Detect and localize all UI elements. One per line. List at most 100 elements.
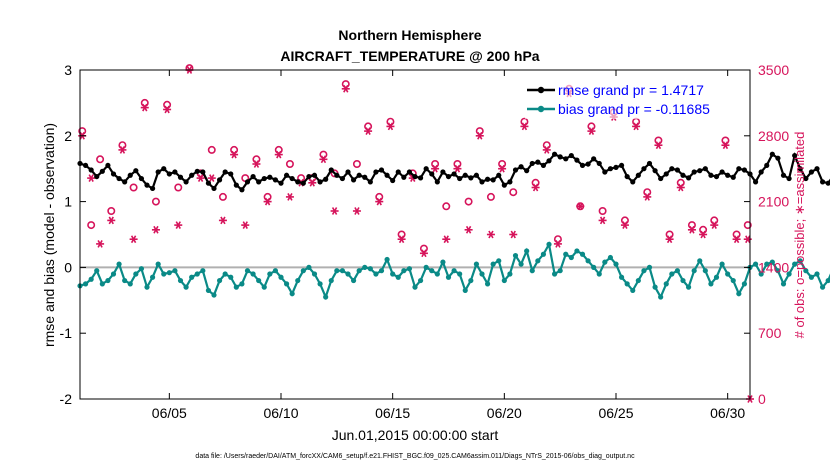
rmse-point xyxy=(133,168,139,174)
rmse-point xyxy=(730,174,736,180)
bias-point xyxy=(244,268,251,274)
bias-point xyxy=(680,277,686,284)
obs-assimilated-point xyxy=(96,240,105,248)
bias-point xyxy=(144,284,150,290)
bias-point xyxy=(496,258,502,264)
rmse-point xyxy=(540,162,547,169)
y-right-tick-label: 2800 xyxy=(758,128,789,144)
bias-point xyxy=(99,281,105,287)
rmse-point xyxy=(373,169,379,175)
y-left-tick-label: 0 xyxy=(64,259,72,275)
rmse-point xyxy=(725,172,731,178)
bias-point xyxy=(613,261,619,267)
obs-possible-point xyxy=(442,202,451,211)
rmse-point xyxy=(602,169,608,175)
rmse-point xyxy=(607,166,614,172)
bias-point xyxy=(94,268,100,274)
bias-point xyxy=(568,254,574,261)
rmse-point xyxy=(819,179,826,185)
rmse-point xyxy=(194,168,200,174)
bias-point xyxy=(356,268,362,274)
obs-assimilated-point xyxy=(620,221,629,229)
bias-point xyxy=(574,248,580,254)
bias-point xyxy=(646,264,653,270)
bias-point xyxy=(546,241,552,247)
rmse-point xyxy=(384,172,390,178)
rmse-point xyxy=(283,172,290,178)
obs-assimilated-point xyxy=(341,84,350,93)
rmse-point xyxy=(713,173,720,180)
y-right-tick-label: 1400 xyxy=(758,259,789,275)
bias-point xyxy=(518,261,524,267)
rmse-point xyxy=(239,187,245,193)
bias-point xyxy=(630,287,636,294)
rmse-point xyxy=(451,171,457,177)
bias-point xyxy=(216,277,223,284)
obs-possible-point xyxy=(151,197,160,206)
bias-point xyxy=(200,268,206,274)
bias-point xyxy=(764,261,770,267)
bias-point xyxy=(557,268,563,274)
bias-point xyxy=(283,281,290,287)
bias-point xyxy=(295,277,301,284)
rmse-point xyxy=(401,174,407,180)
obs-assimilated-point xyxy=(498,164,507,173)
bias-point xyxy=(641,268,647,274)
plot-frame xyxy=(79,69,751,400)
rmse-point xyxy=(652,168,658,174)
rmse-point xyxy=(200,169,206,175)
obs-assimilated-point xyxy=(118,146,127,154)
obs-possible-point xyxy=(285,160,294,169)
obs-assimilated-point xyxy=(129,235,138,244)
y-axis-left-label: rmse and bias (model - observation) xyxy=(41,123,57,347)
legend-box xyxy=(525,77,745,119)
bias-point xyxy=(490,261,496,267)
footer-data-file: data file: /Users/raeder/DAI/ATM_forcXX/… xyxy=(195,453,635,460)
rmse-point xyxy=(311,172,318,178)
rmse-point xyxy=(507,179,513,185)
rmse-point xyxy=(367,179,373,185)
obs-possible-point xyxy=(129,183,138,192)
rmse-point xyxy=(417,175,424,181)
bias-point xyxy=(529,268,535,274)
bias-point xyxy=(685,284,692,290)
rmse-point xyxy=(278,180,284,186)
rmse-point xyxy=(563,156,569,162)
bias-point xyxy=(317,281,323,287)
rmse-point xyxy=(674,167,681,173)
rmse-point xyxy=(350,177,357,183)
rmse-point xyxy=(172,169,178,175)
bias-point xyxy=(222,271,228,277)
bias-point xyxy=(792,261,798,267)
rmse-point xyxy=(250,173,256,180)
bias-point xyxy=(814,271,820,277)
bias-point xyxy=(468,277,474,284)
rmse-point xyxy=(685,175,692,181)
rmse-point xyxy=(261,175,267,182)
rmse-point xyxy=(585,161,591,167)
rmse-point xyxy=(764,162,770,169)
rmse-point xyxy=(306,173,312,180)
bias-point xyxy=(412,284,418,290)
bias-point xyxy=(591,264,597,270)
bias-point xyxy=(183,284,189,290)
bias-point xyxy=(551,271,558,277)
obs-possible-point xyxy=(352,160,361,169)
obs-assimilated-point xyxy=(587,127,596,135)
rmse-point xyxy=(328,167,334,173)
rmse-point xyxy=(457,175,463,182)
rmse-point xyxy=(529,160,535,167)
x-tick-label: 06/30 xyxy=(710,405,745,421)
bias-point xyxy=(563,251,569,257)
rmse-point xyxy=(177,174,184,180)
bias-point xyxy=(149,274,156,280)
bias-line xyxy=(79,241,830,301)
bias-point xyxy=(250,271,256,277)
rmse-point xyxy=(719,169,725,175)
bias-point xyxy=(808,274,815,280)
rmse-point xyxy=(295,179,301,185)
rmse-point xyxy=(752,179,759,185)
bias-point xyxy=(758,271,764,277)
bias-point xyxy=(88,276,94,282)
bias-point xyxy=(479,271,485,277)
